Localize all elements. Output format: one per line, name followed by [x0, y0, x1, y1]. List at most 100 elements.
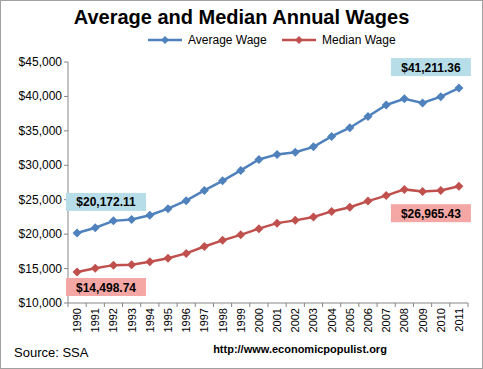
- value-label-box: [391, 204, 471, 222]
- data-point: [273, 219, 282, 228]
- x-tick-label: 2002: [289, 308, 301, 332]
- y-tick: [64, 62, 68, 63]
- y-tick-label: $15,000: [19, 262, 63, 276]
- y-tick-label: $30,000: [19, 158, 63, 172]
- legend-label: Median Wage: [322, 33, 396, 47]
- title: Average and Median Annual Wages: [74, 6, 410, 28]
- y-tick-label: $40,000: [19, 89, 63, 103]
- data-point: [345, 123, 354, 132]
- x-tick-label: 1999: [235, 308, 247, 332]
- data-point: [127, 260, 136, 269]
- data-point: [164, 204, 173, 213]
- data-point: [73, 228, 82, 237]
- x-tick: [122, 303, 123, 307]
- x-tick-label: 2010: [435, 308, 447, 332]
- x-tick: [413, 303, 414, 307]
- y-tick-label: $25,000: [19, 193, 63, 207]
- x-tick: [68, 303, 69, 307]
- data-point: [309, 212, 318, 221]
- data-point: [382, 191, 391, 200]
- value-labels: $20,172.11 $41,211.36 $14,498.74 $26,965.43: [66, 58, 471, 296]
- x-tick: [104, 303, 105, 307]
- chart-border: [1, 1, 483, 369]
- y-tick-label: $35,000: [19, 124, 63, 138]
- data-point: [436, 92, 445, 101]
- x-tick-label: 1994: [144, 308, 156, 332]
- data-point: [364, 197, 373, 206]
- data-point: [109, 216, 118, 225]
- x-tick: [268, 303, 269, 307]
- x-tick: [213, 303, 214, 307]
- url: http://www.economicpopulist.org: [213, 343, 387, 355]
- value-label-box: [66, 278, 146, 296]
- legend: Average WageMedian Wage: [148, 33, 396, 47]
- data-point: [200, 186, 209, 195]
- x-tick: [322, 303, 323, 307]
- data-point: [236, 166, 245, 175]
- series-line: [77, 186, 459, 272]
- value-label-box: [391, 58, 471, 76]
- x-tick-label: 2004: [326, 308, 338, 332]
- data-point: [309, 142, 318, 151]
- x-tick: [286, 303, 287, 307]
- legend-marker: [161, 36, 169, 44]
- data-point: [273, 150, 282, 159]
- y-tick-label: $10,000: [19, 296, 63, 310]
- x-tick: [249, 303, 250, 307]
- x-tick: [431, 303, 432, 307]
- y-tick-label: $45,000: [19, 55, 63, 69]
- data-point: [454, 84, 463, 93]
- value-label: $14,498.74: [76, 281, 136, 295]
- data-point: [145, 211, 154, 220]
- value-label: $20,172.11: [76, 195, 136, 209]
- data-point: [218, 176, 227, 185]
- axes: $10,000$15,000$20,000$25,000$30,000$35,0…: [19, 55, 468, 332]
- data-point: [254, 224, 263, 233]
- x-tick-label: 2001: [271, 308, 283, 332]
- data-point: [436, 186, 445, 195]
- data-point: [73, 268, 82, 277]
- data-point: [145, 257, 154, 266]
- data-point: [454, 182, 463, 191]
- x-tick: [377, 303, 378, 307]
- data-point: [164, 254, 173, 263]
- x-tick-label: 1992: [107, 308, 119, 332]
- y-tick: [64, 96, 68, 97]
- chart: Average and Median Annual Wages Average W…: [0, 0, 483, 369]
- x-tick-label: 2011: [453, 308, 465, 332]
- y-tick: [64, 268, 68, 269]
- legend-marker: [295, 36, 303, 44]
- x-tick-label: 2007: [380, 308, 392, 332]
- x-tick: [340, 303, 341, 307]
- x-tick: [468, 303, 469, 307]
- data-point: [400, 185, 409, 194]
- x-tick-label: 1996: [180, 308, 192, 332]
- x-tick-label: 1995: [162, 308, 174, 332]
- x-tick-label: 2009: [417, 308, 429, 332]
- value-label: $26,965.43: [401, 207, 461, 221]
- x-tick-label: 2008: [398, 308, 410, 332]
- y-tick: [64, 165, 68, 166]
- x-tick-label: 2003: [307, 308, 319, 332]
- x-tick: [395, 303, 396, 307]
- data-point: [109, 261, 118, 270]
- y-tick: [64, 130, 68, 131]
- value-label-box: [66, 193, 146, 211]
- x-tick: [177, 303, 178, 307]
- data-point: [218, 236, 227, 245]
- data-point: [418, 98, 427, 107]
- x-tick-label: 2006: [362, 308, 374, 332]
- x-tick: [195, 303, 196, 307]
- data-point: [327, 132, 336, 141]
- data-point: [382, 100, 391, 109]
- data-point: [236, 230, 245, 239]
- plot-area: [73, 84, 464, 277]
- x-tick-label: 1997: [198, 308, 210, 332]
- data-point: [364, 112, 373, 121]
- data-point: [400, 94, 409, 103]
- x-tick-label: 1991: [89, 308, 101, 332]
- data-point: [291, 148, 300, 157]
- x-tick-label: 2005: [344, 308, 356, 332]
- x-tick: [86, 303, 87, 307]
- value-label: $41,211.36: [401, 61, 461, 75]
